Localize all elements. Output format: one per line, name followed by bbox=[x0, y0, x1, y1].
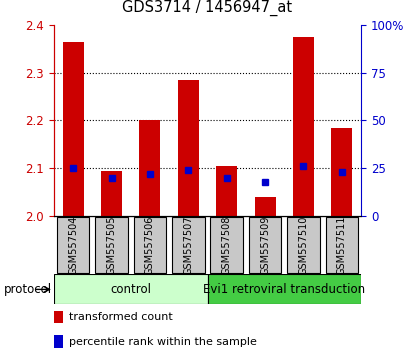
Bar bbox=[54, 335, 63, 348]
Bar bbox=[172, 217, 205, 273]
Text: GSM557507: GSM557507 bbox=[183, 215, 193, 275]
Bar bbox=[57, 217, 90, 273]
Bar bbox=[210, 217, 243, 273]
Bar bbox=[95, 217, 128, 273]
Text: GSM557510: GSM557510 bbox=[298, 216, 308, 275]
Bar bbox=[331, 127, 352, 216]
Text: protocol: protocol bbox=[4, 283, 52, 296]
Bar bbox=[287, 217, 320, 273]
Bar bbox=[101, 171, 122, 216]
Text: GSM557506: GSM557506 bbox=[145, 216, 155, 275]
Bar bbox=[208, 274, 361, 304]
Bar bbox=[216, 166, 237, 216]
Text: GSM557511: GSM557511 bbox=[337, 216, 347, 275]
Text: GSM557509: GSM557509 bbox=[260, 216, 270, 275]
Bar bbox=[249, 217, 281, 273]
Bar bbox=[54, 311, 63, 323]
Bar bbox=[139, 120, 161, 216]
Bar bbox=[254, 197, 276, 216]
Bar bbox=[293, 37, 314, 216]
Text: GSM557505: GSM557505 bbox=[107, 215, 117, 275]
Text: Evi1 retroviral transduction: Evi1 retroviral transduction bbox=[203, 283, 365, 296]
Text: GSM557508: GSM557508 bbox=[222, 216, 232, 275]
Bar bbox=[134, 217, 166, 273]
Text: GDS3714 / 1456947_at: GDS3714 / 1456947_at bbox=[122, 0, 293, 16]
Text: percentile rank within the sample: percentile rank within the sample bbox=[69, 337, 257, 347]
Text: transformed count: transformed count bbox=[69, 312, 173, 322]
Bar bbox=[54, 274, 208, 304]
Bar bbox=[178, 80, 199, 216]
Text: control: control bbox=[110, 283, 151, 296]
Text: GSM557504: GSM557504 bbox=[68, 216, 78, 275]
Bar bbox=[325, 217, 358, 273]
Bar bbox=[63, 41, 84, 216]
